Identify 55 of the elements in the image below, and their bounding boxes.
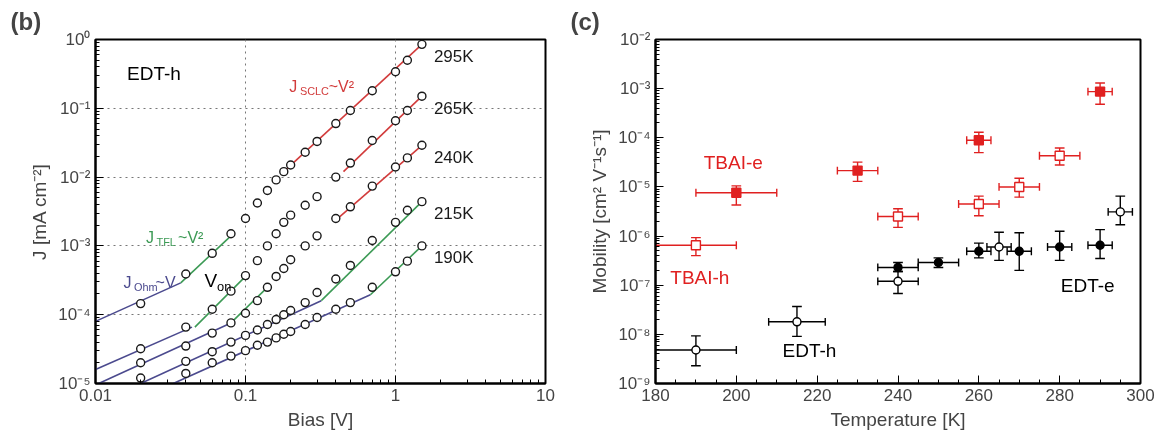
y-tick-label: 10⁰ [65,30,91,49]
chart-title: (b) [10,7,42,35]
point [892,211,904,222]
y-tick-label: 10⁻⁴ [618,128,651,148]
series-label: TBAI-h [670,266,730,288]
point [973,135,985,146]
series-label: 265K [433,98,475,118]
point [1014,181,1025,193]
point [973,198,985,210]
y-axis-title: J [mA cm⁻²] [29,164,51,260]
series-label: 190K [433,248,475,268]
point [1095,240,1105,250]
x-axis-title: Temperature [K] [830,408,966,430]
point [1054,242,1065,252]
y-tick-label: 10⁻⁶ [618,226,651,246]
point [731,187,742,198]
x-tick-label: 280 [1045,385,1074,405]
y-tick-label: 10⁻³ [619,79,651,99]
y-tick-label: 10⁻⁸ [618,324,651,344]
y-tick-label: 10⁻⁴ [58,305,91,325]
y-tick-label: 10⁻⁷ [619,275,651,295]
y-tick-label: 10⁻⁵ [618,177,651,197]
point [852,165,863,176]
point [690,240,702,251]
y-tick-label: 10⁻¹ [59,98,91,118]
y-tick-label: 10⁻³ [59,236,91,256]
point [893,276,903,287]
series-label: 240K [433,147,475,167]
point [994,242,1004,252]
x-axis-title: Bias [V] [287,408,354,430]
y-axis-title: Mobility [cm² V⁻¹s⁻¹] [589,129,611,294]
x-tick-label: 200 [722,385,751,405]
point [1014,246,1024,256]
point [974,246,984,256]
x-tick-label: 220 [802,385,832,405]
x-tick-label: 0.1 [233,385,258,405]
x-tick-label: 10 [536,385,555,405]
point [1094,86,1106,97]
series-label: EDT-h [782,339,837,361]
series-label: TBAI-e [703,152,763,174]
point [792,317,802,327]
point [691,345,701,355]
annotation: EDT-h [127,63,181,85]
series-label: 295K [433,46,475,66]
x-tick-label: 260 [964,385,994,405]
x-tick-label: 240 [883,385,913,405]
y-tick-label: 10⁻² [619,30,651,49]
x-tick-label: 300 [1126,385,1155,405]
point [1115,207,1125,217]
chart-title: (c) [570,7,600,35]
point [1054,150,1065,161]
series-label: 215K [433,204,475,224]
y-tick-label: 10⁻² [59,167,91,187]
x-tick-label: 1 [390,385,401,405]
series-label: EDT-e [1060,274,1115,296]
